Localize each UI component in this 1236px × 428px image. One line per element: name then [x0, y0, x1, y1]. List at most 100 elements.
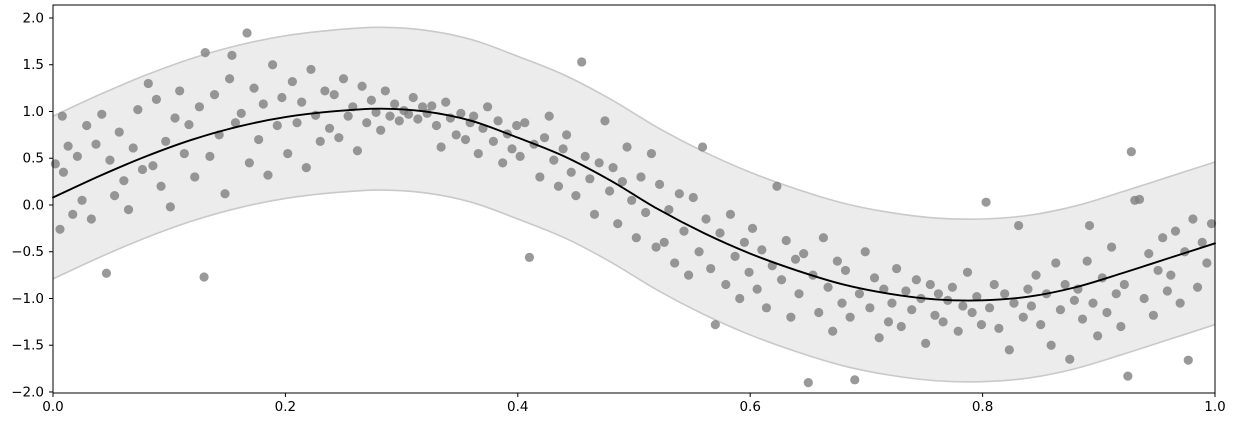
- scatter-point: [1036, 320, 1046, 330]
- scatter-point: [558, 144, 568, 154]
- scatter-point: [515, 151, 525, 161]
- scatter-point: [263, 170, 273, 180]
- scatter-point: [921, 338, 931, 348]
- scatter-point: [1046, 340, 1056, 350]
- scatter-point: [417, 102, 428, 112]
- scatter-point: [105, 155, 115, 165]
- scatter-point: [431, 120, 442, 131]
- scatter-point: [1134, 194, 1145, 204]
- x-tick-label: 1.0: [1204, 399, 1225, 415]
- scatter-point: [879, 284, 889, 294]
- mean-curve: [52, 107, 1216, 302]
- scatter-point: [752, 284, 762, 294]
- scatter-point: [786, 312, 796, 322]
- scatter-point: [641, 207, 651, 218]
- scatter-point: [77, 195, 87, 205]
- scatter-point: [97, 109, 107, 119]
- scatter-point: [91, 139, 101, 149]
- scatter-point: [512, 120, 522, 131]
- scatter-point: [710, 320, 720, 330]
- scatter-point: [469, 111, 479, 121]
- scatter-point: [220, 189, 230, 199]
- scatter-point: [258, 99, 268, 109]
- scatter-point: [1055, 305, 1066, 315]
- y-tick-label: 2.0: [23, 10, 44, 26]
- scatter-point: [436, 142, 446, 152]
- y-tick-label: 0.0: [23, 197, 44, 213]
- scatter-point: [967, 307, 977, 318]
- scatter-point: [175, 86, 185, 96]
- scatter-point: [230, 118, 241, 128]
- scatter-point: [694, 247, 704, 257]
- scatter-point: [1106, 242, 1117, 252]
- scatter-point: [907, 305, 917, 315]
- scatter-point: [646, 148, 657, 159]
- axes-layer: 0.0 0.2 0.4 0.6 0.8 1.0 2.0 1.5 1.0 0.5 0.0 −0.5 −1.…: [11, 4, 1226, 415]
- scatter-point: [901, 286, 911, 296]
- scatter-point: [403, 109, 414, 119]
- scatter-point: [1051, 258, 1061, 268]
- scatter-point: [664, 205, 674, 215]
- scatter-point: [947, 282, 957, 292]
- scatter-point: [1026, 301, 1036, 311]
- scatter-point: [200, 47, 210, 58]
- scatter-point: [390, 99, 400, 109]
- scatter-point: [539, 133, 550, 143]
- scatter-point: [334, 133, 344, 143]
- scatter-point: [441, 97, 451, 107]
- scatter-point: [50, 159, 60, 169]
- scatter-point: [306, 64, 316, 75]
- scatter-point: [1093, 331, 1103, 341]
- scatter-point: [151, 94, 162, 104]
- scatter-point: [1144, 249, 1154, 259]
- x-tick-label: 0.2: [275, 399, 296, 415]
- scatter-point: [781, 235, 791, 246]
- confidence-band-fill: [53, 27, 1215, 382]
- scatter-point: [1014, 220, 1024, 231]
- scatter-point: [837, 298, 847, 308]
- x-tick-label: 0.0: [42, 399, 63, 415]
- scatter-point: [451, 130, 461, 140]
- scatter-point: [473, 148, 483, 159]
- scatter-point: [199, 272, 209, 282]
- scatter-point: [761, 303, 772, 313]
- scatter-point: [1023, 284, 1033, 294]
- scatter-point: [343, 111, 353, 121]
- scatter-point: [972, 292, 982, 302]
- scatter-point: [1197, 237, 1207, 247]
- scatter-point: [277, 92, 287, 103]
- scatter-point: [1069, 295, 1079, 305]
- scatter-point: [631, 233, 641, 243]
- scatter-point: [1088, 298, 1098, 308]
- scatter-point: [1123, 371, 1133, 381]
- scatter-point: [1158, 233, 1168, 243]
- scatter-point: [962, 267, 973, 277]
- scatter-point: [148, 161, 158, 171]
- scatter-point: [287, 76, 297, 87]
- scatter-point: [249, 83, 259, 93]
- scatter-point: [869, 273, 880, 283]
- scatter-point: [283, 148, 293, 159]
- scatter-point: [1139, 293, 1149, 304]
- scatter-point: [297, 97, 307, 107]
- scatter-point: [1000, 289, 1010, 299]
- scatter-point: [137, 164, 148, 175]
- scatter-point: [385, 111, 395, 121]
- scatter-point: [1153, 265, 1163, 276]
- scatter-point: [981, 197, 991, 207]
- scatter-point: [933, 289, 944, 299]
- scatter-point: [828, 326, 838, 336]
- scatter-point: [1119, 279, 1129, 290]
- scatter-point: [86, 214, 96, 224]
- y-tick-label: −0.5: [11, 244, 44, 260]
- scatter-point: [1170, 226, 1181, 236]
- scatter-point: [524, 252, 535, 262]
- scatter-point: [938, 317, 948, 327]
- scatter-point: [128, 143, 138, 153]
- scatter-point: [1148, 310, 1159, 320]
- scatter-point: [706, 263, 716, 274]
- scatter-point: [362, 118, 372, 128]
- scatter-point: [123, 205, 134, 215]
- scatter-point: [790, 254, 801, 264]
